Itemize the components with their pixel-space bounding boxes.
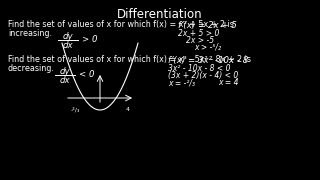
Text: x = 4: x = 4 [218,78,238,87]
Text: 2x > -5: 2x > -5 [186,36,214,45]
Text: 3x² - 10x - 8 < 0: 3x² - 10x - 8 < 0 [168,64,230,73]
Text: x = -²/₃: x = -²/₃ [168,78,195,87]
Text: 4: 4 [126,107,130,112]
Text: dy: dy [60,67,70,76]
Text: dx: dx [63,41,73,50]
Text: > 0: > 0 [82,35,98,44]
Text: Differentiation: Differentiation [117,8,203,21]
Text: dx: dx [60,76,70,85]
Text: (3x + 2)(x - 4) < 0: (3x + 2)(x - 4) < 0 [168,71,238,80]
Text: increasing.: increasing. [8,29,52,38]
Text: < 0: < 0 [79,70,94,79]
Text: fʹ(x) = 3x² -10x - 8: fʹ(x) = 3x² -10x - 8 [168,56,248,65]
Text: dy: dy [63,32,73,41]
Text: 2x + 5 > 0: 2x + 5 > 0 [178,29,220,38]
Text: decreasing.: decreasing. [8,64,55,73]
Text: x > -⁵/₂: x > -⁵/₂ [194,43,221,52]
Text: Find the set of values of x for which f(x) = x³ - 5x² - 8x + 2 is: Find the set of values of x for which f(… [8,55,251,64]
Text: fʹ(x) = 2x + 5: fʹ(x) = 2x + 5 [178,21,237,30]
Text: -²/₃: -²/₃ [70,107,80,112]
Text: Find the set of values of x for which f(x) = x² + 5x + 2 is: Find the set of values of x for which f(… [8,20,234,29]
